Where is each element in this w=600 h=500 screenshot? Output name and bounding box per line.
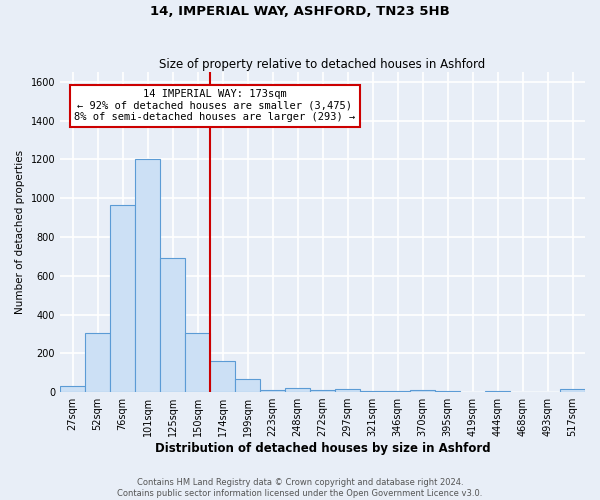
Bar	[135, 160, 160, 392]
Bar	[485, 391, 510, 392]
Bar	[410, 390, 435, 392]
Bar	[335, 389, 360, 392]
Bar	[235, 378, 260, 392]
Bar	[360, 391, 385, 392]
Bar	[85, 333, 110, 392]
Bar	[285, 388, 310, 392]
Bar	[560, 389, 585, 392]
Y-axis label: Number of detached properties: Number of detached properties	[15, 150, 25, 314]
Bar	[185, 333, 210, 392]
Text: 14, IMPERIAL WAY, ASHFORD, TN23 5HB: 14, IMPERIAL WAY, ASHFORD, TN23 5HB	[150, 5, 450, 18]
Bar	[60, 386, 85, 392]
Title: Size of property relative to detached houses in Ashford: Size of property relative to detached ho…	[160, 58, 485, 71]
Text: Contains HM Land Registry data © Crown copyright and database right 2024.
Contai: Contains HM Land Registry data © Crown c…	[118, 478, 482, 498]
Text: 14 IMPERIAL WAY: 173sqm
← 92% of detached houses are smaller (3,475)
8% of semi-: 14 IMPERIAL WAY: 173sqm ← 92% of detache…	[74, 89, 356, 122]
Bar	[110, 205, 135, 392]
X-axis label: Distribution of detached houses by size in Ashford: Distribution of detached houses by size …	[155, 442, 490, 455]
Bar	[310, 390, 335, 392]
Bar	[160, 258, 185, 392]
Bar	[210, 361, 235, 392]
Bar	[260, 390, 285, 392]
Bar	[385, 391, 410, 392]
Bar	[435, 391, 460, 392]
